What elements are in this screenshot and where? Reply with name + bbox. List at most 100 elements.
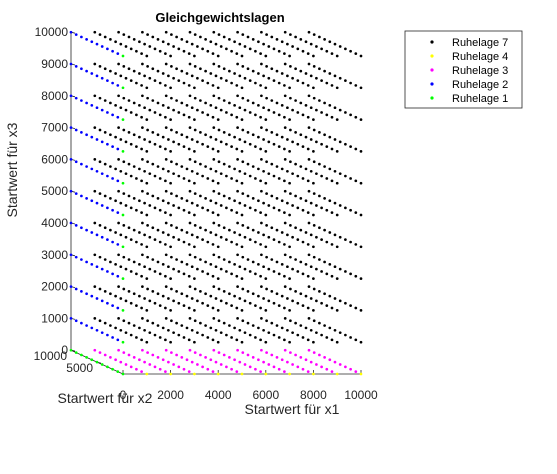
data-point	[320, 79, 323, 83]
data-point	[164, 158, 168, 161]
data-point	[315, 299, 318, 303]
data-point	[299, 101, 303, 105]
data-point	[335, 309, 339, 312]
data-point	[140, 52, 143, 55]
data-point	[354, 211, 358, 214]
data-point	[288, 150, 291, 153]
data-point	[309, 42, 313, 46]
data-point	[80, 35, 83, 39]
data-point	[185, 358, 189, 362]
axis-labels: 0 2000 4000 6000 8000 10000500010000010002000…	[4, 25, 378, 417]
data-point	[148, 331, 152, 335]
data-point	[296, 206, 300, 210]
data-point	[164, 62, 168, 66]
data-point	[233, 40, 236, 44]
data-point	[304, 72, 308, 75]
data-point	[117, 285, 120, 288]
data-point	[325, 272, 329, 276]
data-point	[216, 245, 220, 249]
data-point	[74, 192, 78, 195]
data-point	[74, 160, 78, 164]
data-point	[219, 76, 223, 80]
data-point	[236, 30, 239, 34]
data-point	[106, 270, 109, 273]
data-point	[283, 348, 287, 352]
data-point	[85, 37, 88, 41]
data-point	[140, 370, 143, 373]
data-point	[129, 238, 133, 242]
data-point	[330, 84, 334, 87]
data-point	[116, 52, 120, 55]
data-point	[90, 103, 94, 107]
data-point	[204, 101, 207, 105]
data-point	[209, 358, 213, 362]
data-point	[146, 128, 149, 132]
data-point	[100, 76, 104, 80]
data-point	[275, 324, 279, 327]
data-point	[182, 113, 186, 117]
data-point	[243, 76, 247, 80]
data-point	[164, 348, 168, 352]
data-point	[262, 74, 265, 78]
data-point	[132, 324, 136, 327]
data-point	[286, 169, 289, 173]
data-point	[275, 260, 279, 264]
data-point	[129, 111, 133, 114]
data-point	[267, 76, 271, 80]
data-point	[222, 290, 226, 293]
data-point	[117, 253, 120, 257]
data-point	[103, 194, 107, 198]
data-point	[122, 351, 126, 354]
data-point	[135, 49, 138, 53]
data-point	[169, 86, 172, 90]
data-point	[318, 290, 321, 293]
data-point	[116, 179, 120, 183]
data-point	[93, 348, 97, 352]
data-point	[257, 358, 260, 362]
data-point	[228, 324, 231, 327]
data-point	[182, 240, 186, 244]
data-point	[204, 324, 207, 327]
data-point	[359, 213, 363, 217]
data-point	[320, 47, 323, 51]
data-point	[335, 118, 339, 121]
data-point	[318, 162, 321, 166]
data-point	[288, 372, 291, 376]
data-point	[138, 103, 141, 107]
chart-title: Gleichgewichtslagen	[155, 10, 284, 25]
data-point	[129, 206, 133, 210]
data-point	[156, 324, 160, 327]
data-point	[69, 317, 73, 320]
data-point	[127, 131, 131, 134]
data-point	[145, 54, 149, 58]
data-point	[74, 65, 78, 68]
data-point	[225, 333, 228, 337]
data-point	[85, 324, 88, 327]
data-point	[283, 62, 287, 66]
data-point	[119, 297, 123, 300]
data-point	[175, 35, 178, 39]
data-point	[211, 338, 215, 342]
data-point	[180, 292, 184, 296]
data-point	[190, 169, 194, 173]
data-point	[228, 69, 231, 73]
data-point	[219, 172, 223, 176]
data-point	[153, 333, 157, 337]
data-point	[93, 285, 97, 288]
legend-marker	[430, 96, 434, 100]
data-point	[212, 62, 216, 66]
data-point	[143, 265, 146, 269]
data-point	[196, 45, 199, 48]
data-point	[222, 194, 226, 198]
data-point	[260, 189, 263, 193]
data-point	[243, 235, 247, 239]
data-point	[283, 147, 286, 151]
data-point	[289, 160, 292, 164]
data-point	[338, 267, 342, 271]
data-point	[153, 238, 157, 242]
data-point	[109, 165, 112, 168]
data-point	[259, 179, 262, 183]
data-point	[235, 179, 239, 183]
data-point	[161, 262, 165, 266]
data-point	[129, 142, 133, 146]
